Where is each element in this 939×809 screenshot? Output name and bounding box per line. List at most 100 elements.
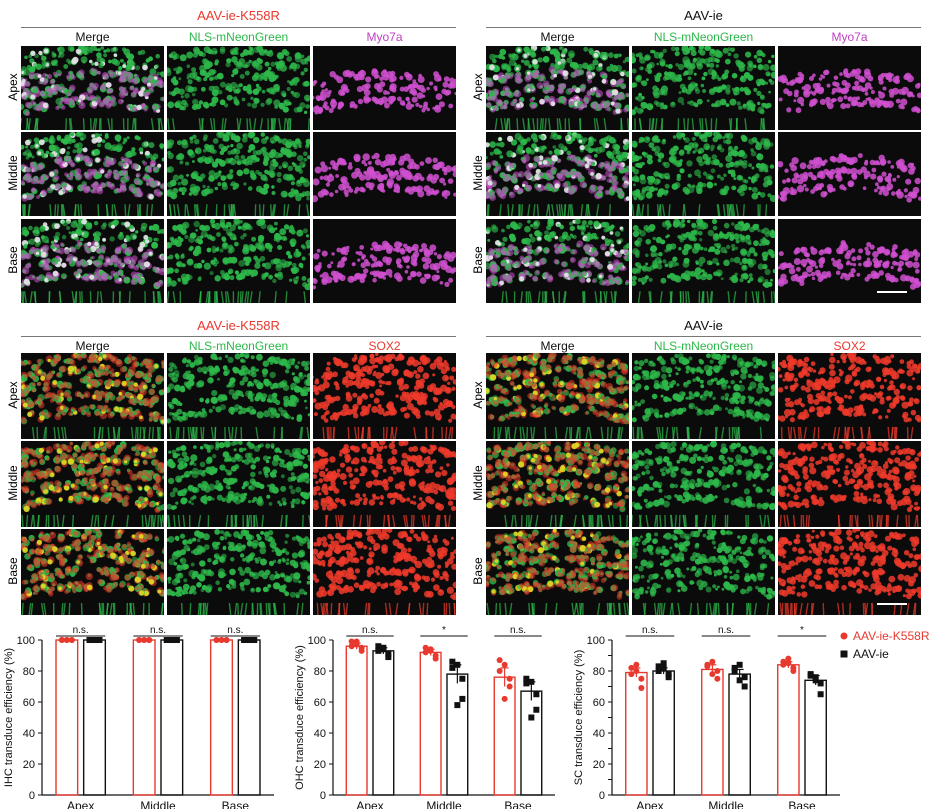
micrograph-tile [632,132,775,216]
significance-label: n.s. [227,625,243,636]
data-point [251,637,258,643]
data-point [704,663,711,670]
data-point [427,646,434,653]
bar [777,664,800,796]
data-point [655,663,662,670]
y-tick-label: 40 [593,728,605,740]
column-label: SOX2 [833,339,866,353]
bar [82,639,107,796]
data-point [136,637,143,643]
significance-label: n.s. [718,625,734,636]
y-tick-label: 100 [587,635,605,647]
micrograph-tile [778,46,921,130]
y-tick-label: 0 [29,790,35,802]
data-point [780,661,787,668]
data-point [812,677,819,684]
column-label: SOX2 [368,339,401,353]
x-tick-label: Middle [426,799,462,809]
column-label: NLS-mNeonGreen [653,30,754,44]
column-label: NLS-mNeonGreen [653,339,754,353]
y-tick-label: 20 [23,759,35,771]
micrograph-tile [21,219,164,303]
micrograph-tile [486,46,629,130]
data-point [241,637,248,643]
data-point [790,668,797,674]
data-point [348,638,355,645]
significance-label: * [442,625,446,636]
micrograph-tile [778,219,921,303]
data-point [528,678,535,685]
y-tick-label: 80 [314,666,326,678]
data-point [348,643,355,650]
micrograph-tile [313,46,456,130]
micrograph-tile [167,353,310,439]
micrograph-tile [167,132,310,216]
data-point [358,647,365,654]
data-point [506,675,513,682]
data-point [380,644,387,651]
data-point [96,637,103,643]
data-point [807,672,814,679]
x-tick-label: Base [788,799,816,809]
y-tick-label: 0 [599,790,605,802]
data-point [736,661,743,668]
panel-title: AAV-ie [684,8,723,23]
micrograph-tile [21,46,164,130]
micrograph-tile [313,219,456,303]
data-point [501,661,508,668]
data-point [785,660,792,667]
column-label: Myo7a [366,30,403,44]
bar [701,668,724,796]
bar [237,639,261,796]
micrograph-tile [632,46,775,130]
legend-marker [840,632,848,640]
data-point [496,668,503,674]
bar [345,645,368,796]
bar [209,639,234,796]
bar [446,673,469,796]
micrograph-tile [313,353,456,439]
micrograph-tile [486,441,629,527]
data-point [523,675,530,682]
micrograph-tile [632,219,775,303]
data-point [91,637,98,643]
micrograph-tile [21,353,164,439]
y-tick-label: 20 [593,759,605,771]
data-point [459,695,466,702]
data-point [655,668,662,674]
legend-label: AAV-ie-K558R [853,629,930,643]
bar [728,673,751,796]
data-point [741,674,748,681]
x-tick-label: Middle [708,799,744,809]
data-point [501,695,508,702]
micrograph-tile [486,529,629,615]
y-axis-label: OHC transduce efficiency (%) [294,645,306,790]
micrograph-tile [778,132,921,216]
data-point [223,637,230,643]
data-point [812,674,819,681]
panel-title: AAV-ie [684,318,723,333]
micrograph-tile [778,529,921,615]
data-point [817,680,824,687]
data-point [432,655,439,662]
bar [493,676,516,796]
micrograph-tile [167,529,310,615]
panel-title-rule [486,336,921,337]
data-point [213,637,220,643]
micrograph-tile [313,441,456,527]
data-point [633,661,640,668]
data-point [741,683,748,690]
data-point [665,674,672,681]
legend-label: AAV-ie [853,647,889,661]
data-point [638,685,645,692]
data-point [660,660,667,667]
data-point [422,649,429,656]
data-point [422,644,429,651]
column-label: NLS-mNeonGreen [188,339,289,353]
micrograph-tile [167,46,310,130]
scale-bar [877,291,907,293]
data-point [86,637,93,643]
bar [132,639,156,796]
data-point [385,650,392,657]
